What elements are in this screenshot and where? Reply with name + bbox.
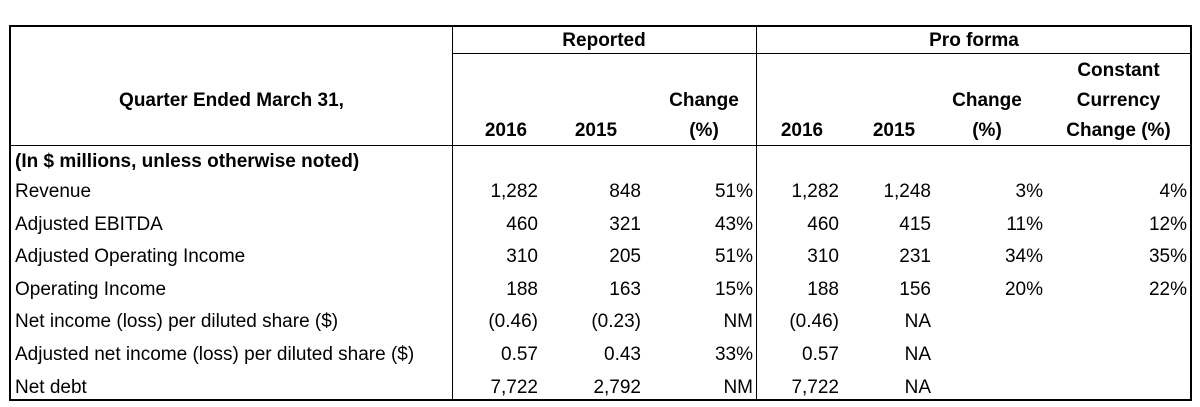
cell-r2015: 321 [609, 214, 641, 235]
cell-r2015: 205 [609, 246, 641, 267]
cell-pchg: 20% [1004, 279, 1043, 300]
cell-p2015: NA [904, 377, 931, 398]
cell-p2016: (0.46) [789, 311, 839, 332]
cell-rchg: NM [723, 377, 753, 398]
header-reported-change-2: (%) [689, 120, 719, 141]
cell-r2015: 163 [609, 279, 641, 300]
cell-label: Adjusted EBITDA [15, 214, 163, 235]
cell-pchg: 34% [1004, 246, 1043, 267]
cell-label: Adjusted Operating Income [15, 246, 246, 267]
cell-r2016: 188 [506, 279, 538, 300]
cell-r2015: 848 [609, 181, 641, 202]
cell-r2016: 310 [506, 246, 538, 267]
cell-p2016: 188 [807, 279, 839, 300]
rule-header-bottom [11, 145, 1190, 146]
cell-pchg: 3% [1015, 181, 1043, 202]
cell-cc: 4% [1159, 181, 1187, 202]
financial-table: Reported Pro forma Quarter Ended March 3… [9, 25, 1192, 401]
header-reported-change-1: Change [669, 90, 739, 111]
cell-p2015: 415 [899, 214, 931, 235]
row-label-header: Quarter Ended March 31, [119, 90, 344, 111]
cell-rchg: 15% [714, 279, 753, 300]
cell-label: Net debt [15, 377, 87, 398]
cell-r2016: 460 [506, 214, 538, 235]
cell-pchg: 11% [1006, 214, 1043, 235]
cell-label: Operating Income [15, 279, 167, 300]
cell-cc: 22% [1148, 279, 1187, 300]
cell-r2016: (0.46) [488, 311, 538, 332]
cell-rchg: 51% [714, 181, 753, 202]
cell-p2015: NA [904, 311, 931, 332]
divider-reported-pro-forma [756, 27, 757, 399]
cell-r2016: 0.57 [501, 344, 538, 365]
cell-cc: 35% [1148, 246, 1187, 267]
header-constant-currency-3: Change (%) [1066, 120, 1171, 141]
cell-p2015: 1,248 [883, 181, 931, 202]
section-label: (In $ millions, unless otherwise noted) [15, 151, 360, 172]
cell-rchg: NM [723, 311, 753, 332]
cell-p2016: 460 [807, 214, 839, 235]
group-header-pro-forma: Pro forma [929, 30, 1019, 51]
cell-cc: 12% [1148, 214, 1187, 235]
rule-group-header [452, 53, 1190, 54]
cell-r2015: 0.43 [604, 344, 641, 365]
header-pro-forma-change-2: (%) [972, 120, 1002, 141]
header-pro-forma-2016: 2016 [780, 120, 824, 141]
header-pro-forma-2015: 2015 [872, 120, 916, 141]
header-reported-2016: 2016 [484, 120, 528, 141]
cell-label: Adjusted net income (loss) per diluted s… [15, 344, 415, 365]
cell-r2015: 2,792 [593, 377, 641, 398]
cell-r2016: 7,722 [490, 377, 538, 398]
cell-p2016: 1,282 [791, 181, 839, 202]
cell-p2015: 156 [899, 279, 931, 300]
cell-r2015: (0.23) [591, 311, 641, 332]
header-pro-forma-change-1: Change [952, 90, 1022, 111]
cell-p2015: 231 [899, 246, 931, 267]
cell-rchg: 43% [714, 214, 753, 235]
cell-label: Net income (loss) per diluted share ($) [15, 311, 339, 332]
cell-r2016: 1,282 [490, 181, 538, 202]
divider-label-reported [452, 27, 453, 399]
group-header-reported: Reported [562, 30, 646, 51]
header-constant-currency-1: Constant [1077, 60, 1160, 81]
header-reported-2015: 2015 [574, 120, 618, 141]
cell-p2015: NA [904, 344, 931, 365]
cell-p2016: 0.57 [802, 344, 839, 365]
header-constant-currency-2: Currency [1076, 90, 1161, 111]
cell-rchg: 33% [714, 344, 753, 365]
cell-p2016: 7,722 [791, 377, 839, 398]
cell-rchg: 51% [714, 246, 753, 267]
cell-p2016: 310 [807, 246, 839, 267]
cell-label: Revenue [15, 181, 92, 202]
